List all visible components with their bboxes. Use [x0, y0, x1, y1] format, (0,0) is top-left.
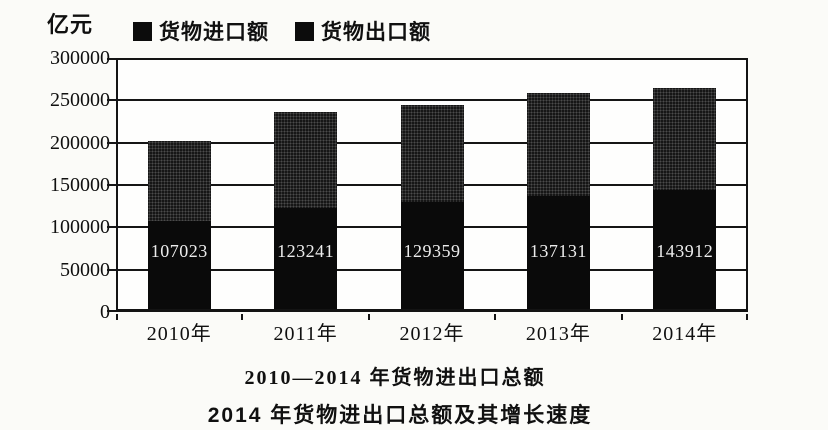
bar-value-label: 137131: [529, 241, 587, 261]
bar-2010年: 107023: [147, 58, 211, 312]
bar-2014年: 143912: [653, 58, 717, 312]
bar-value-label: 129359: [403, 241, 461, 261]
bar-segment-import: [526, 93, 590, 196]
x-tick-label-2014年: 2014年: [652, 323, 718, 345]
legend-swatch-import-icon: [133, 21, 152, 41]
y-axis-tick-50000: [107, 268, 116, 271]
bar-2013年: 137131: [526, 58, 590, 312]
x-axis-tick-2: [367, 314, 370, 320]
x-axis-tick-4: [620, 314, 623, 320]
bar-2012年: 129359: [400, 58, 464, 312]
bar-value-label: 107023: [150, 241, 208, 261]
bar-segment-export: [400, 202, 464, 312]
bar-segment-export: [274, 207, 338, 312]
y-tick-label-250000: 250000: [50, 89, 110, 112]
y-tick-label-100000: 100000: [50, 216, 110, 239]
x-axis-tick-3: [494, 314, 497, 320]
y-axis-unit-label: 亿元: [47, 12, 94, 37]
legend-label-import: 货物进口额: [159, 20, 269, 44]
y-axis-tick-100000: [107, 226, 116, 229]
y-axis-tick-200000: [107, 141, 116, 144]
y-axis-tick-250000: [107, 99, 116, 102]
bar-segment-export: [653, 190, 717, 312]
legend: 货物进口额 货物出口额: [133, 16, 431, 46]
bar-segment-import: [653, 88, 717, 191]
x-tick-label-2012年: 2012年: [399, 323, 465, 345]
y-axis-tick-150000: [107, 184, 116, 186]
bar-segment-export: [147, 221, 211, 312]
bar-segment-export: [526, 195, 590, 312]
bar-2011年: 123241: [274, 58, 338, 312]
y-tick-label-200000: 200000: [50, 131, 110, 154]
y-tick-label-0: 0: [100, 301, 110, 323]
bar-segment-import: [147, 141, 211, 222]
legend-label-export: 货物出口额: [321, 20, 431, 44]
bar-value-label: 143912: [656, 241, 714, 261]
x-tick-label-2010年: 2010年: [146, 323, 212, 345]
x-tick-label-2011年: 2011年: [273, 323, 338, 345]
y-tick-label-150000: 150000: [50, 174, 110, 196]
bar-segment-import: [274, 111, 338, 208]
chart-caption: 2010—2014 年货物进出口总额: [244, 367, 546, 389]
plot-area: 107023 123241 129359 137131 143912: [107, 58, 748, 320]
x-axis-tick-5: [746, 314, 748, 320]
next-section-title: 2014 年货物进出口总额及其增长速度: [207, 404, 593, 427]
y-axis-tick-300000: [107, 58, 116, 60]
x-axis-tick-0: [116, 314, 118, 320]
bar-value-label: 123241: [277, 241, 335, 261]
x-tick-label-2013年: 2013年: [525, 323, 591, 345]
gridline-250000: [116, 99, 748, 102]
legend-swatch-export-icon: [295, 21, 314, 41]
x-axis-tick-1: [241, 314, 244, 320]
y-tick-label-300000: 300000: [50, 47, 110, 69]
y-axis-tick-0: [107, 310, 116, 312]
bar-segment-import: [400, 105, 464, 203]
y-tick-label-50000: 50000: [60, 258, 110, 281]
